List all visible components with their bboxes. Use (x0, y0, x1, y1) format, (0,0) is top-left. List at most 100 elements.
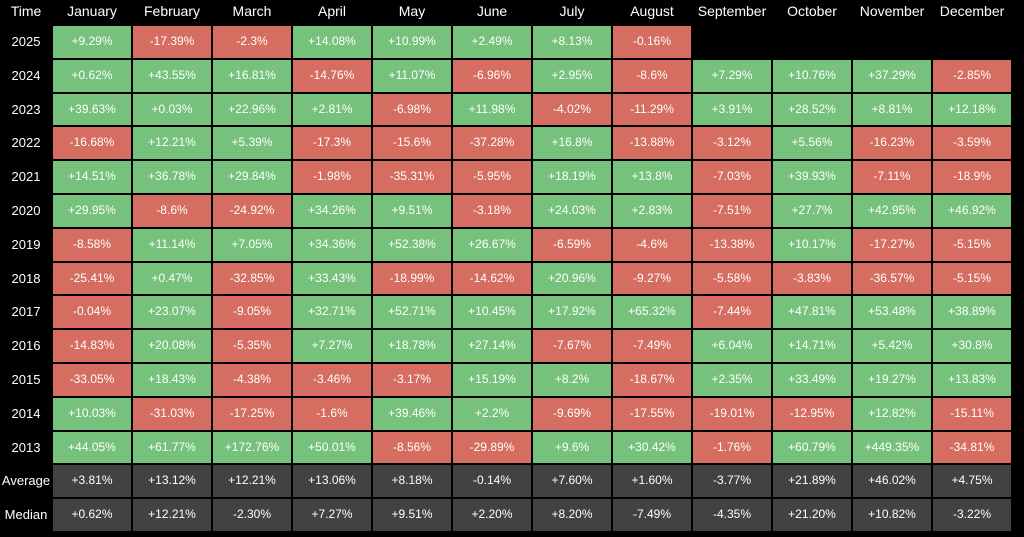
summary-cell: -2.30% (213, 499, 291, 531)
heatmap-cell: +16.8% (533, 127, 611, 160)
heatmap-cell: +9.29% (53, 26, 131, 58)
heatmap-cell: +46.92% (933, 195, 1011, 227)
heatmap-cell: +2.35% (693, 364, 771, 396)
heatmap-cell: +2.95% (533, 59, 611, 92)
heatmap-cell: +9.6% (533, 431, 611, 464)
heatmap-cell: -16.23% (853, 127, 931, 160)
summary-cell: -3.77% (693, 465, 771, 498)
heatmap-cell: -3.12% (693, 127, 771, 160)
row-label-2021: 2021 (11, 169, 41, 185)
heatmap-cell: +29.95% (53, 195, 131, 227)
heatmap-cell: +44.05% (53, 431, 131, 464)
summary-cell: +12.21% (213, 465, 291, 498)
heatmap-cell: -5.95% (453, 161, 531, 193)
heatmap-cell: +8.13% (533, 26, 611, 58)
heatmap-cell: -7.44% (693, 296, 771, 329)
heatmap-cell: +23.07% (133, 296, 211, 329)
heatmap-cell: +14.71% (773, 330, 851, 362)
heatmap-cell: +0.62% (53, 59, 131, 92)
heatmap-cell: -16.68% (53, 127, 131, 160)
summary-cell: +2.20% (453, 499, 531, 531)
heatmap-cell: -8.6% (613, 59, 691, 92)
heatmap-cell: -33.05% (53, 364, 131, 396)
heatmap-cell: +53.48% (853, 296, 931, 329)
heatmap-cell: +2.83% (613, 195, 691, 227)
corner-label: Time (10, 3, 42, 19)
heatmap-cell: -9.69% (533, 397, 611, 430)
heatmap-cell: +27.14% (453, 330, 531, 362)
column-header-may: May (398, 3, 426, 19)
heatmap-cell: +52.71% (373, 296, 451, 329)
heatmap-cell: -19.01% (693, 397, 771, 430)
heatmap-cell: +3.91% (693, 93, 771, 126)
summary-cell: -7.49% (613, 499, 691, 531)
heatmap-cell: +20.96% (533, 262, 611, 295)
heatmap-cell: -31.03% (133, 397, 211, 430)
row-label-2024: 2024 (11, 67, 41, 83)
heatmap-cell: +28.52% (773, 93, 851, 126)
column-header-january: January (67, 3, 117, 19)
heatmap-cell: -4.02% (533, 93, 611, 126)
heatmap-cell: +449.35% (853, 431, 931, 464)
summary-cell: +8.20% (533, 499, 611, 531)
heatmap-cell: +65.32% (613, 296, 691, 329)
heatmap-cell: +30.8% (933, 330, 1011, 362)
heatmap-cell: -6.98% (373, 93, 451, 126)
heatmap-cell: +12.82% (853, 397, 931, 430)
heatmap-cell: +60.79% (773, 431, 851, 464)
heatmap-cell: +11.98% (453, 93, 531, 126)
column-header-august: August (630, 3, 674, 19)
summary-cell: +21.89% (773, 465, 851, 498)
heatmap-cell: +39.63% (53, 93, 131, 126)
summary-cell: +0.62% (53, 499, 131, 531)
heatmap-cell: +17.92% (533, 296, 611, 329)
heatmap-cell: -15.11% (933, 397, 1011, 430)
summary-cell: +13.12% (133, 465, 211, 498)
heatmap-cell: -37.28% (453, 127, 531, 160)
column-header-december: December (939, 3, 1005, 19)
summary-cell: +13.06% (293, 465, 371, 498)
heatmap-cell: +39.93% (773, 161, 851, 193)
heatmap-cell: -12.95% (773, 397, 851, 430)
heatmap-cell: -7.51% (693, 195, 771, 227)
heatmap-cell: +50.01% (293, 431, 371, 464)
heatmap-cell: +29.84% (213, 161, 291, 193)
heatmap-cell: +19.27% (853, 364, 931, 396)
row-label-average: Average (1, 473, 51, 489)
heatmap-cell: +27.7% (773, 195, 851, 227)
row-label-2014: 2014 (11, 405, 41, 421)
heatmap-cell: -9.27% (613, 262, 691, 295)
heatmap-cell: +10.03% (53, 397, 131, 430)
heatmap-cell: -29.89% (453, 431, 531, 464)
heatmap-cell: -18.9% (933, 161, 1011, 193)
heatmap-cell: +2.2% (453, 397, 531, 430)
heatmap-cell: -17.55% (613, 397, 691, 430)
heatmap-cell: -18.99% (373, 262, 451, 295)
heatmap-cell: -9.05% (213, 296, 291, 329)
summary-cell: +12.21% (133, 499, 211, 531)
heatmap-cell: -3.83% (773, 262, 851, 295)
column-header-october: October (787, 3, 837, 19)
heatmap-cell: +172.76% (213, 431, 291, 464)
row-label-2023: 2023 (11, 101, 41, 117)
heatmap-cell: +26.67% (453, 228, 531, 261)
heatmap-cell: +38.89% (933, 296, 1011, 329)
heatmap-cell: +10.76% (773, 59, 851, 92)
summary-cell: -4.35% (693, 499, 771, 531)
heatmap-cell: +6.04% (693, 330, 771, 362)
column-header-september: September (697, 3, 767, 19)
heatmap-cell: +5.56% (773, 127, 851, 160)
heatmap-cell: +39.46% (373, 397, 451, 430)
summary-cell: +3.81% (53, 465, 131, 498)
summary-cell: +8.18% (373, 465, 451, 498)
heatmap-cell: +15.19% (453, 364, 531, 396)
heatmap-cell: +5.39% (213, 127, 291, 160)
heatmap-cell: -13.38% (693, 228, 771, 261)
heatmap-cell: +8.2% (533, 364, 611, 396)
column-header-april: April (317, 3, 346, 19)
heatmap-cell: +33.43% (293, 262, 371, 295)
row-label-2020: 2020 (11, 203, 41, 218)
heatmap-cell: -0.04% (53, 296, 131, 329)
heatmap-cell: +11.07% (373, 59, 451, 92)
